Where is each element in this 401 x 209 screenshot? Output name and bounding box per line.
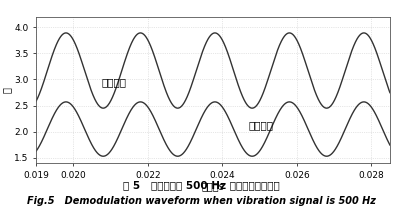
Y-axis label: 量: 量 xyxy=(1,87,11,93)
X-axis label: 时间／s: 时间／s xyxy=(201,181,224,191)
Text: 图 5   振动信号为 500 Hz 时的解调结果波形: 图 5 振动信号为 500 Hz 时的解调结果波形 xyxy=(122,180,279,190)
Text: Fig.5   Demodulation waveform when vibration signal is 500 Hz: Fig.5 Demodulation waveform when vibrati… xyxy=(26,196,375,206)
Text: 解调信号: 解调信号 xyxy=(101,77,126,87)
Text: 原始信号: 原始信号 xyxy=(248,120,273,130)
